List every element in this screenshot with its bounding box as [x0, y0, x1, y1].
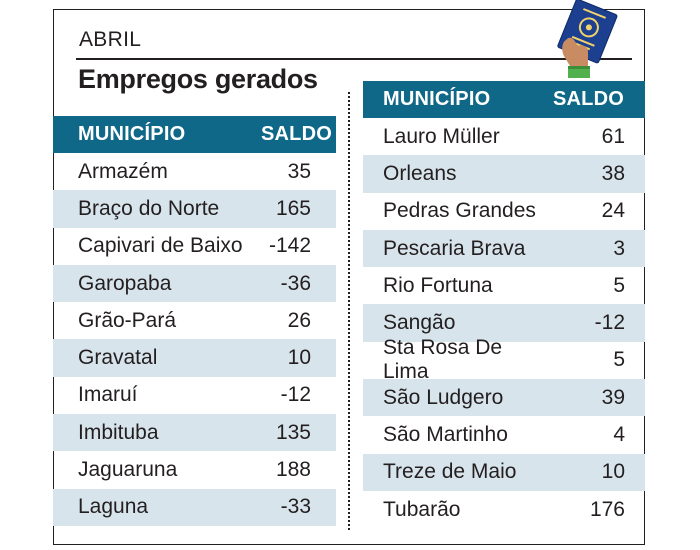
municipio-cell: Braço do Norte [78, 196, 220, 220]
table-row: Treze de Maio 10 [363, 453, 645, 491]
table-right: MUNICÍPIO SALDO Lauro Müller 61 Orleans 38… [363, 81, 645, 528]
municipio-cell: Imaruí [78, 383, 138, 407]
table-row: Lauro Müller 61 [363, 118, 645, 155]
table-row: Tubarão 176 [363, 491, 645, 528]
municipio-cell: Treze de Maio [383, 460, 517, 484]
municipio-cell: Sangão [383, 311, 456, 335]
column-header-municipio: MUNICÍPIO [78, 123, 186, 145]
table-row: Imaruí -12 [53, 377, 336, 414]
saldo-cell: 5 [613, 348, 625, 372]
section-kicker: ABRIL [79, 28, 142, 51]
saldo-cell: 39 [601, 385, 625, 409]
page-title: Empregos gerados [78, 64, 318, 94]
top-rule [76, 58, 632, 60]
table-left: MUNICÍPIO SALDO Armazém 35 Braço do Norte… [53, 116, 336, 526]
table-header: MUNICÍPIO SALDO [363, 81, 645, 118]
saldo-cell: 135 [275, 420, 311, 444]
column-header-saldo: SALDO [553, 88, 624, 110]
table-row: Braço do Norte 165 [53, 190, 336, 228]
saldo-cell: -142 [268, 234, 311, 258]
saldo-cell: 4 [613, 423, 625, 447]
municipio-cell: Imbituba [78, 420, 159, 444]
table-row: Orleans 38 [363, 155, 645, 193]
table-row: Sta Rosa De Lima 5 [363, 336, 645, 383]
table-row: São Ludgero 39 [363, 379, 645, 417]
saldo-cell: -33 [280, 495, 311, 519]
saldo-cell: 26 [287, 308, 311, 332]
saldo-cell: -12 [280, 383, 311, 407]
saldo-cell: -12 [594, 311, 625, 335]
saldo-cell: 176 [589, 497, 625, 521]
column-header-saldo: SALDO [261, 123, 332, 145]
municipio-cell: São Ludgero [383, 385, 504, 409]
saldo-cell: 61 [601, 124, 625, 148]
table-row: São Martinho 4 [363, 416, 645, 453]
municipio-cell: Pescaria Brava [383, 236, 526, 260]
municipio-cell: Armazém [78, 159, 168, 183]
saldo-cell: 10 [287, 346, 311, 370]
municipio-cell: Laguna [78, 495, 149, 519]
table-row: Jaguaruna 188 [53, 451, 336, 488]
saldo-cell: 3 [613, 236, 625, 260]
table-row: Sangão -12 [363, 304, 645, 342]
saldo-cell: 35 [287, 159, 311, 183]
municipio-cell: Capivari de Baixo [78, 234, 243, 258]
municipio-cell: Sta Rosa De Lima [383, 336, 503, 384]
table-row: Gravatal 10 [53, 339, 336, 377]
municipio-cell: São Martinho [383, 423, 508, 447]
table-row: Grão-Pará 26 [53, 302, 336, 339]
table-header: MUNICÍPIO SALDO [53, 116, 336, 153]
table-row: Armazém 35 [53, 153, 336, 190]
municipio-cell: Rio Fortuna [383, 273, 493, 297]
table-row: Laguna -33 [53, 488, 336, 526]
municipio-cell: Grão-Pará [78, 308, 177, 332]
saldo-cell: 38 [601, 161, 625, 185]
municipio-cell: Tubarão [383, 497, 461, 521]
saldo-cell: 5 [613, 273, 625, 297]
saldo-cell: 24 [601, 199, 625, 223]
table-row: Imbituba 135 [53, 414, 336, 452]
table-row: Garopaba -36 [53, 264, 336, 303]
municipio-cell: Pedras Grandes [383, 199, 536, 223]
table-row: Pescaria Brava 3 [363, 229, 645, 268]
table-row: Capivari de Baixo -142 [53, 228, 336, 265]
municipio-cell: Lauro Müller [383, 124, 500, 148]
saldo-cell: 165 [275, 196, 311, 220]
column-divider [348, 92, 350, 530]
saldo-cell: 188 [275, 458, 311, 482]
table-row: Rio Fortuna 5 [363, 267, 645, 304]
municipio-cell: Jaguaruna [78, 458, 178, 482]
column-header-municipio: MUNICÍPIO [383, 88, 491, 110]
municipio-cell: Orleans [383, 161, 457, 185]
municipio-cell: Gravatal [78, 346, 158, 370]
municipio-cell: Garopaba [78, 271, 172, 295]
saldo-cell: 10 [601, 460, 625, 484]
table-row: Pedras Grandes 24 [363, 193, 645, 230]
saldo-cell: -36 [280, 271, 311, 295]
work-card-in-hand-icon [557, 0, 618, 78]
